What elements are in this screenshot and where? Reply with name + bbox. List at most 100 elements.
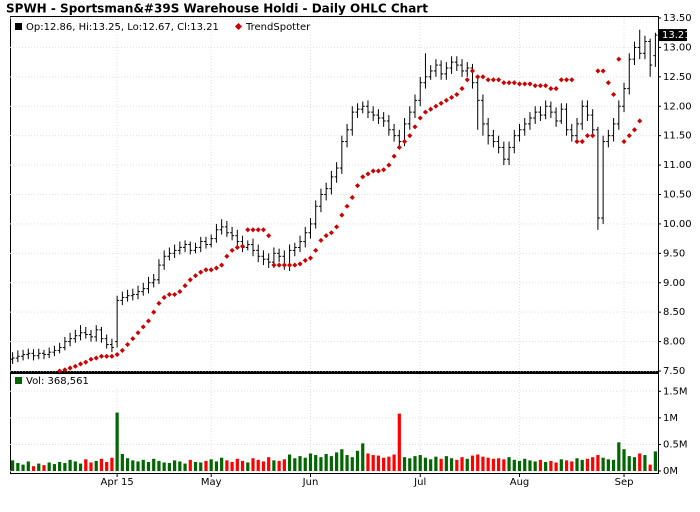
volume-bar (235, 458, 239, 471)
volume-bar (335, 452, 339, 471)
trendspotter-dot (161, 294, 167, 301)
volume-bar (502, 459, 506, 471)
trendspotter-dot (151, 309, 157, 315)
volume-bar (544, 461, 548, 471)
x-tick-label: Sep (615, 477, 634, 488)
volume-bar (470, 455, 475, 471)
trendspotter-dot (281, 262, 287, 268)
y-tick-label: 11.00 (663, 160, 692, 171)
trendspotter-dot (328, 230, 334, 236)
volume-bar (653, 451, 657, 471)
volume-bar (78, 463, 83, 471)
trendspotter-dot (245, 227, 251, 233)
y-tick-label: 10.00 (663, 219, 692, 230)
y-tick-label: 8.00 (663, 337, 685, 348)
x-tick-label: Jul (413, 477, 426, 488)
volume-bar (303, 457, 307, 471)
volume-bar (188, 459, 192, 471)
trendspotter-dot (145, 318, 152, 324)
volume-bar (643, 455, 647, 471)
trendspotter-dot (381, 167, 387, 173)
volume-bar (460, 457, 464, 471)
volume-bar (11, 460, 15, 471)
trendspotter-dot (78, 361, 84, 367)
trendspotter-dot (229, 247, 235, 253)
trendspotter-dot (255, 227, 261, 233)
volume-bar (157, 460, 161, 471)
trendspotter-dot (72, 363, 78, 369)
volume-bar (371, 455, 375, 471)
y-tick-label: 9.50 (663, 248, 685, 259)
volume-bar (591, 457, 595, 471)
volume-bar (387, 456, 391, 471)
volume-bar (361, 443, 365, 471)
trendspotter-dot (276, 262, 282, 268)
trendspotter-dot (292, 262, 298, 268)
trendspotter-dot (88, 356, 94, 362)
legend-box (12, 375, 122, 388)
trendspotter-dot (339, 212, 345, 218)
volume-bar (491, 458, 495, 471)
volume-bar (382, 457, 386, 471)
volume-bar (596, 455, 600, 471)
volume-bar (105, 461, 109, 471)
trendspotter-dot (187, 277, 193, 283)
volume-bar (204, 460, 208, 471)
y-tick-label: 0.5M (663, 439, 688, 450)
volume-bar (31, 466, 36, 471)
trendspotter-dot (198, 269, 204, 275)
volume-bar (507, 457, 511, 471)
volume-bar (178, 461, 182, 471)
volume-bar (89, 462, 93, 471)
last-price-label: 13.21 (662, 30, 691, 41)
trendspotter-dot (454, 91, 460, 98)
volume-bar (246, 462, 250, 471)
legend-box (12, 19, 312, 35)
y-tick-label: 12.50 (663, 72, 692, 83)
volume-bar (162, 462, 166, 471)
trendspotter-dot (224, 253, 230, 259)
trendspotter-dot (208, 267, 214, 273)
volume-bar (559, 459, 563, 471)
volume-bar (564, 460, 569, 471)
y-tick-label: 0M (663, 466, 678, 477)
trendspotter-dot (428, 106, 434, 112)
volume-bar (125, 458, 130, 471)
trendspotter-dot (203, 267, 209, 273)
volume-bar (517, 460, 522, 471)
volume-bar (84, 459, 88, 471)
chart-title: SPWH - Sportsman&#39S Warehouse Holdi - … (6, 2, 428, 16)
volume-bar (533, 461, 537, 471)
volume-bar (554, 462, 558, 471)
volume-bar (512, 459, 516, 471)
trendspotter-dot (349, 194, 355, 200)
volume-bar (115, 412, 119, 471)
volume-bar (340, 449, 344, 471)
y-tick-label: 12.00 (663, 101, 692, 112)
x-tick-label: Jun (302, 477, 319, 488)
volume-bar (434, 456, 438, 471)
trendspotter-dot (307, 255, 314, 261)
last-price-box (659, 29, 687, 42)
trendspotter-dot (166, 291, 172, 298)
trendspotter-dot (172, 291, 178, 298)
volume-bar (146, 461, 151, 471)
volume-bar (21, 464, 25, 471)
trendspotter-dot (62, 367, 68, 373)
volume-bar (611, 459, 616, 471)
volume-bar (538, 459, 543, 471)
trendspotter-dot (396, 144, 402, 150)
volume-bar (632, 457, 637, 471)
volume-bar (444, 456, 448, 471)
volume-bar (355, 450, 360, 471)
volume-bar (277, 460, 281, 471)
volume-bar (152, 458, 156, 471)
volume-bar (52, 464, 57, 471)
trendspotter-dot (250, 227, 256, 233)
volume-bar (617, 442, 621, 471)
volume-bar (16, 463, 20, 471)
trendspotter-dot (93, 355, 99, 361)
volume-bar (220, 457, 224, 471)
y-tick-label: 11.50 (663, 131, 692, 142)
